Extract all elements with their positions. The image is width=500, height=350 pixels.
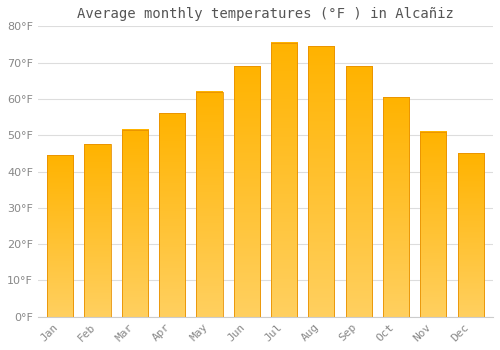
Bar (234, 66, 260, 317)
Title: Average monthly temperatures (°F ) in Alcañiz: Average monthly temperatures (°F ) in Al… (77, 7, 454, 21)
Bar (271, 43, 297, 317)
Bar (420, 132, 446, 317)
Bar (308, 46, 334, 317)
Bar (458, 153, 483, 317)
Bar (383, 97, 409, 317)
Bar (47, 155, 74, 317)
Bar (122, 130, 148, 317)
Bar (159, 113, 185, 317)
Bar (346, 66, 372, 317)
Bar (84, 144, 110, 317)
Bar (196, 92, 222, 317)
